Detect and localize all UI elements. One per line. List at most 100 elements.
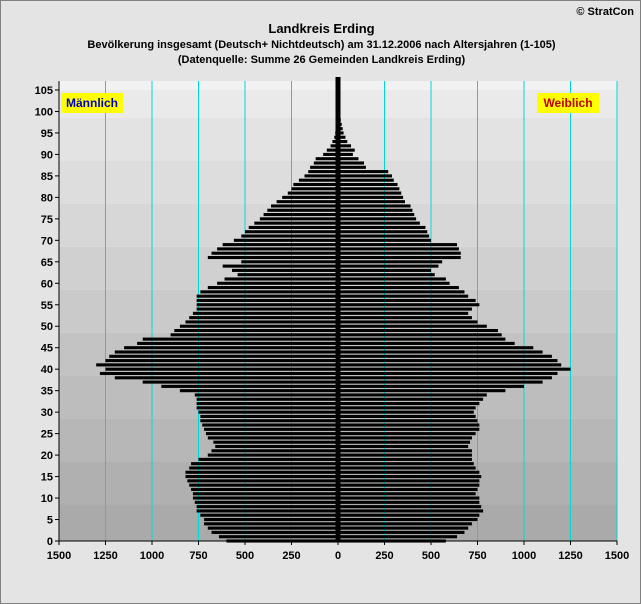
bar-female-age-79 — [338, 200, 405, 204]
bar-female-age-42 — [338, 359, 558, 363]
bar-male-age-85 — [304, 174, 338, 178]
bar-male-age-18 — [191, 462, 338, 466]
bar-female-age-45 — [338, 346, 534, 350]
bar-female-age-85 — [338, 174, 392, 178]
bar-female-age-40 — [338, 367, 571, 371]
bar-male-age-68 — [217, 247, 338, 251]
y-tick-label: 30 — [41, 407, 53, 419]
bar-female-age-91 — [338, 148, 355, 152]
y-tick-label: 15 — [41, 472, 53, 484]
bar-female-age-15 — [338, 475, 482, 479]
center-axis — [335, 77, 341, 541]
bar-male-age-84 — [298, 178, 338, 182]
bar-female-age-9 — [338, 500, 480, 504]
y-tick-label: 35 — [41, 386, 53, 398]
x-tick-label: 1250 — [558, 550, 582, 562]
x-tick-label: 750 — [468, 550, 486, 562]
bar-female-age-22 — [338, 444, 469, 449]
bar-female-age-72 — [338, 230, 428, 234]
bar-male-age-45 — [124, 346, 338, 350]
bar-male-age-60 — [217, 281, 338, 285]
bar-female-age-67 — [338, 251, 461, 255]
bar-female-age-34 — [338, 393, 487, 397]
bar-male-age-48 — [170, 333, 338, 337]
bar-female-age-92 — [338, 144, 352, 148]
bar-male-age-21 — [211, 449, 338, 453]
y-tick-label: 85 — [41, 171, 53, 183]
bar-female-age-94 — [338, 135, 346, 139]
x-tick-label: 1250 — [93, 550, 117, 562]
bar-male-age-74 — [254, 221, 338, 225]
bar-male-age-93 — [332, 139, 338, 144]
x-tick-label: 750 — [189, 550, 207, 562]
y-tick-label: 20 — [41, 450, 53, 462]
x-tick-label: 250 — [282, 550, 300, 562]
bar-female-age-61 — [338, 277, 446, 281]
y-tick-label: 80 — [41, 192, 53, 204]
bar-female-age-25 — [338, 432, 476, 436]
bar-female-age-88 — [338, 161, 365, 165]
bar-male-age-19 — [198, 457, 338, 461]
bar-male-age-56 — [196, 298, 338, 303]
bar-female-age-20 — [338, 453, 472, 457]
bar-male-age-83 — [293, 182, 338, 187]
bar-female-age-51 — [338, 320, 478, 324]
bar-male-age-14 — [187, 479, 338, 483]
bar-male-age-70 — [233, 238, 338, 242]
y-tick-label: 90 — [41, 149, 53, 161]
bar-male-age-42 — [105, 359, 338, 363]
bar-female-age-86 — [338, 170, 389, 174]
bar-female-age-49 — [338, 328, 498, 333]
bar-female-age-50 — [338, 324, 487, 328]
bar-female-age-18 — [338, 462, 474, 466]
bar-female-age-65 — [338, 260, 443, 264]
x-tick-label: 500 — [236, 550, 254, 562]
bar-female-age-28 — [338, 419, 478, 423]
bar-male-age-75 — [259, 217, 338, 221]
bar-male-age-43 — [109, 354, 338, 358]
axes — [55, 77, 618, 545]
bar-male-age-81 — [287, 191, 338, 195]
bar-male-age-38 — [114, 376, 338, 380]
bar-female-age-68 — [338, 247, 459, 251]
bar-female-age-81 — [338, 191, 402, 195]
bar-male-age-23 — [213, 440, 338, 444]
bar-female-age-77 — [338, 208, 413, 212]
bar-male-age-29 — [200, 414, 338, 418]
bar-male-age-30 — [198, 410, 338, 414]
bar-female-age-19 — [338, 457, 472, 461]
bar-male-age-82 — [291, 187, 338, 191]
label-maennlich-box — [61, 93, 123, 113]
bar-female-age-36 — [338, 384, 524, 388]
bar-male-age-7 — [196, 509, 338, 513]
y-tick-label: 0 — [47, 536, 53, 548]
bar-male-age-40 — [105, 367, 338, 371]
x-tick-label: 1000 — [512, 550, 536, 562]
bar-female-age-80 — [338, 195, 404, 199]
x-tick-label: 500 — [422, 550, 440, 562]
bar-male-age-20 — [207, 453, 338, 457]
bar-female-age-4 — [338, 522, 472, 526]
bar-female-age-89 — [338, 157, 359, 161]
x-tick-label: 250 — [375, 550, 393, 562]
bar-female-age-54 — [338, 307, 472, 311]
bar-male-age-77 — [267, 208, 338, 212]
bar-male-age-15 — [185, 475, 338, 479]
bar-male-age-79 — [276, 200, 338, 204]
bar-female-age-95 — [338, 131, 344, 135]
bar-female-age-32 — [338, 402, 480, 406]
bar-female-age-31 — [338, 406, 476, 410]
y-tick-label: 75 — [41, 214, 53, 226]
bar-female-age-58 — [338, 290, 465, 294]
x-tick-label: 1000 — [140, 550, 164, 562]
bar-female-age-74 — [338, 221, 420, 225]
bar-female-age-13 — [338, 483, 480, 487]
bar-female-age-64 — [338, 264, 439, 268]
bar-female-age-44 — [338, 350, 543, 354]
bar-male-age-16 — [185, 470, 338, 474]
bar-male-age-53 — [192, 311, 338, 315]
bar-male-age-22 — [215, 444, 338, 449]
bar-female-age-43 — [338, 354, 552, 358]
